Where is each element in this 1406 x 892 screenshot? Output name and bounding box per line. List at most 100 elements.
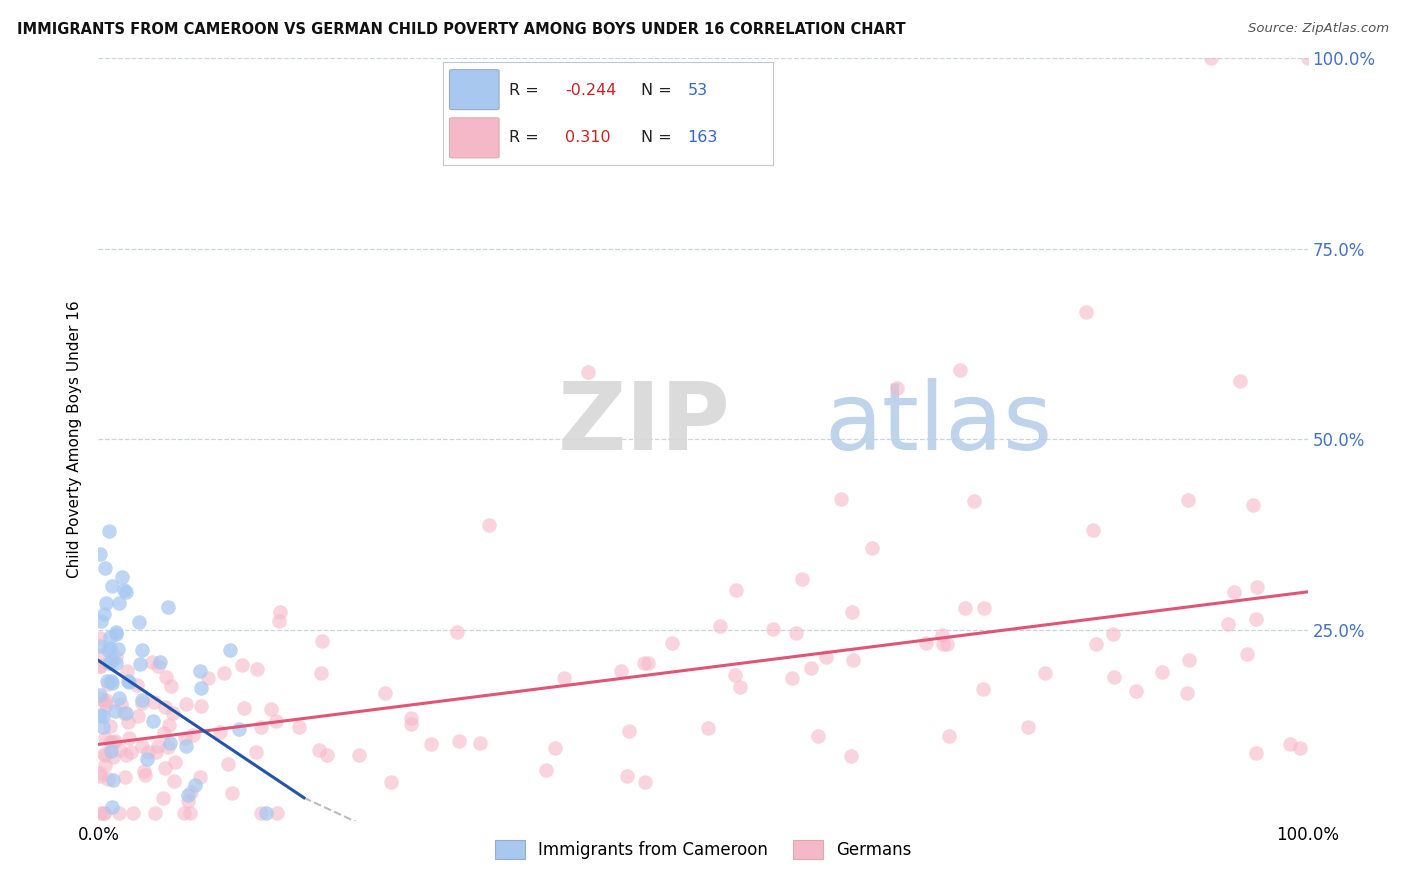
Point <box>121 805 143 820</box>
Point <box>115 747 138 762</box>
Point <box>544 740 567 755</box>
Point <box>173 805 195 820</box>
Point <box>90 692 112 706</box>
Point <box>1244 612 1267 626</box>
Point <box>104 704 127 718</box>
Point <box>91 709 114 723</box>
Point <box>725 582 748 597</box>
Point <box>105 627 128 641</box>
Point <box>127 708 149 723</box>
Point <box>183 778 205 792</box>
Point <box>349 747 371 762</box>
Point <box>93 561 115 575</box>
Point <box>100 579 122 593</box>
Point <box>1033 665 1056 680</box>
Point <box>886 381 908 395</box>
Point <box>94 695 117 709</box>
Point <box>155 761 177 775</box>
Point <box>1246 746 1268 760</box>
Point <box>159 736 181 750</box>
Point <box>163 773 186 788</box>
Point <box>162 706 184 720</box>
Point <box>1236 647 1258 661</box>
Point <box>101 772 124 787</box>
Point <box>730 681 752 695</box>
Point <box>104 625 127 640</box>
Point <box>100 673 122 688</box>
Point <box>449 733 471 747</box>
Point <box>401 711 423 725</box>
Point <box>815 650 838 665</box>
Point <box>250 805 273 820</box>
Point <box>221 786 243 800</box>
Point <box>931 637 953 651</box>
Point <box>197 671 219 685</box>
Point <box>1241 498 1264 512</box>
Point <box>1288 741 1310 756</box>
Point <box>155 699 177 714</box>
Point <box>89 631 111 645</box>
Point <box>246 662 269 676</box>
Point <box>181 728 204 742</box>
Point <box>214 665 236 680</box>
Point <box>177 794 200 808</box>
Point <box>89 769 111 783</box>
Point <box>1175 686 1198 700</box>
Point <box>780 671 803 685</box>
Point <box>128 615 150 629</box>
Point <box>316 748 339 763</box>
Point <box>117 715 139 730</box>
Point <box>380 775 402 789</box>
Point <box>1222 584 1244 599</box>
Point <box>938 729 960 743</box>
Point <box>1177 492 1199 507</box>
Point <box>141 656 163 670</box>
Point <box>1229 374 1251 388</box>
Point <box>100 744 122 758</box>
Point <box>107 642 129 657</box>
Point <box>446 625 468 640</box>
Point <box>89 708 111 723</box>
Point <box>174 731 197 745</box>
Point <box>90 615 112 629</box>
Point <box>633 656 655 670</box>
Point <box>103 735 125 749</box>
Text: 0.310: 0.310 <box>565 130 610 145</box>
Point <box>1296 51 1319 65</box>
Point <box>89 658 111 673</box>
Point <box>470 736 492 750</box>
Point <box>94 698 117 712</box>
Point <box>217 757 239 772</box>
Point <box>1017 720 1039 734</box>
Point <box>287 720 309 734</box>
Text: IMMIGRANTS FROM CAMEROON VS GERMAN CHILD POVERTY AMONG BOYS UNDER 16 CORRELATION: IMMIGRANTS FROM CAMEROON VS GERMAN CHILD… <box>17 22 905 37</box>
Point <box>94 748 117 763</box>
Point <box>145 745 167 759</box>
Point <box>617 723 640 738</box>
Point <box>637 656 659 670</box>
Point <box>478 518 501 533</box>
Point <box>143 805 166 820</box>
Point <box>231 658 253 673</box>
Point <box>152 790 174 805</box>
Point <box>1279 737 1302 751</box>
Point <box>219 643 242 657</box>
Point <box>190 698 212 713</box>
Point <box>399 716 422 731</box>
Point <box>724 668 747 682</box>
Point <box>1177 653 1199 667</box>
Point <box>188 770 211 784</box>
Text: N =: N = <box>641 130 678 145</box>
Point <box>110 697 132 711</box>
Point <box>142 695 165 709</box>
Point <box>259 702 281 716</box>
Point <box>98 640 121 655</box>
Y-axis label: Child Poverty Among Boys Under 16: Child Poverty Among Boys Under 16 <box>67 301 83 578</box>
Point <box>931 627 953 641</box>
Point <box>534 763 557 777</box>
Point <box>955 600 977 615</box>
Point <box>136 752 159 766</box>
Point <box>97 642 120 657</box>
Point <box>114 770 136 784</box>
Point <box>578 366 600 380</box>
